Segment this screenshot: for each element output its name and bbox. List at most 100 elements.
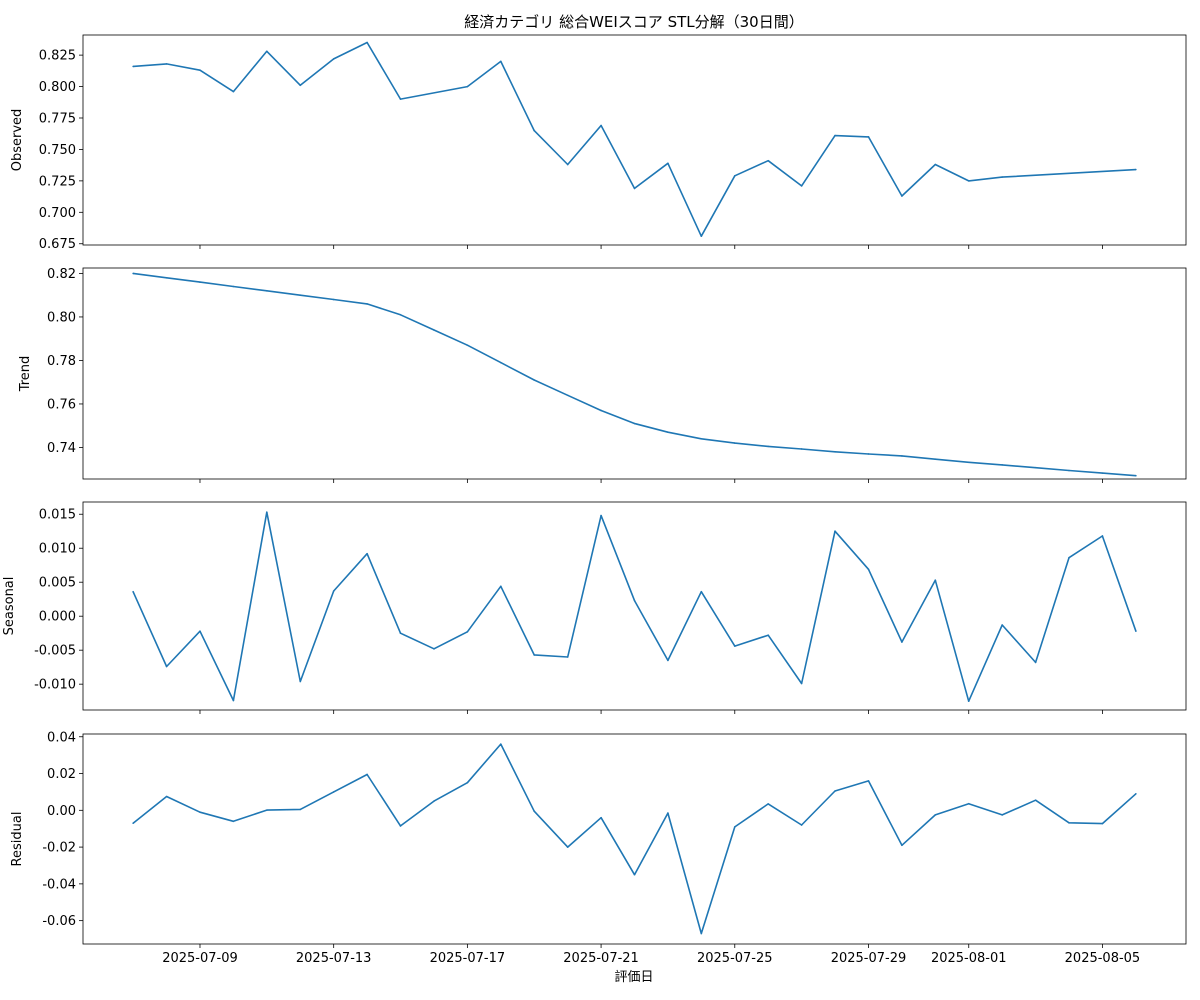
y-tick-label: 0.000: [39, 610, 76, 625]
series-line-observed: [133, 41, 1136, 237]
data-point: [366, 552, 368, 555]
data-point: [633, 422, 636, 425]
data-point: [266, 290, 268, 292]
data-point: [433, 800, 435, 802]
x-tick-label: 2025-07-29: [831, 951, 907, 966]
data-point: [399, 98, 402, 100]
data-point: [366, 773, 368, 776]
y-tick-label: -0.010: [34, 678, 76, 693]
data-point: [566, 394, 569, 397]
plot-frame: [82, 733, 1187, 945]
data-point: [1068, 822, 1070, 824]
y-tick-label: 0.04: [47, 730, 76, 745]
data-point: [266, 511, 268, 513]
data-point: [299, 808, 302, 811]
data-point: [967, 802, 970, 805]
y-tick-label: -0.005: [34, 644, 76, 659]
y-tick-label: 0.015: [39, 508, 76, 523]
y-axis-label: Trend: [18, 356, 33, 393]
data-point: [332, 590, 335, 592]
y-tick-label: 0.82: [47, 267, 76, 282]
x-tick-label: 2025-08-01: [931, 951, 1007, 966]
data-point: [800, 448, 803, 450]
data-point: [1135, 168, 1137, 171]
data-point: [901, 844, 903, 847]
y-tick-label: 0.750: [39, 143, 76, 158]
data-point: [1135, 792, 1137, 795]
data-point: [1068, 469, 1070, 472]
data-point: [466, 85, 469, 88]
data-point: [132, 822, 134, 824]
data-point: [566, 656, 569, 658]
data-point: [600, 409, 602, 412]
data-point: [1001, 464, 1003, 466]
data-point: [299, 294, 302, 296]
y-tick-label: 0.010: [39, 542, 76, 557]
data-point: [433, 329, 435, 331]
data-point: [1001, 624, 1003, 626]
data-point: [867, 136, 870, 138]
data-point: [466, 344, 469, 347]
data-point: [533, 654, 536, 656]
data-point: [767, 159, 769, 162]
data-point: [867, 780, 870, 782]
panel-observed: 0.675 0.700 0.725 0.750 0.775 0.800 0.825 Obser…: [10, 34, 1187, 252]
data-point: [566, 163, 569, 166]
data-point: [967, 700, 970, 702]
data-point: [667, 431, 669, 434]
data-point: [1001, 176, 1003, 178]
data-point: [667, 162, 669, 165]
data-point: [1135, 474, 1137, 477]
data-point: [132, 272, 134, 275]
data-point: [232, 820, 235, 823]
data-point: [800, 824, 803, 826]
data-point: [232, 90, 235, 93]
data-point: [332, 298, 335, 301]
x-tick-label: 2025-07-21: [563, 951, 639, 966]
data-point: [834, 134, 836, 137]
y-axis-label: Residual: [10, 812, 25, 867]
data-point: [700, 235, 703, 237]
y-tick-label: -0.06: [42, 914, 76, 929]
data-point: [700, 590, 703, 593]
data-point: [399, 313, 402, 316]
data-point: [667, 812, 669, 814]
data-point: [232, 285, 235, 288]
panel-residual: -0.06 -0.04 -0.02 0.00 0.02 0.04 2025-07-09 202…: [10, 730, 1187, 966]
data-point: [266, 809, 268, 811]
y-tick-label: 0.00: [47, 804, 76, 819]
data-point: [834, 790, 836, 792]
x-axis-label: 評価日: [614, 970, 653, 985]
x-tick-label: 2025-07-13: [296, 951, 372, 966]
data-point: [433, 648, 435, 650]
data-point: [1068, 556, 1070, 559]
y-tick-label: 0.005: [39, 576, 76, 591]
data-point: [566, 846, 569, 848]
x-tick-label: 2025-08-05: [1065, 951, 1141, 966]
data-point: [366, 41, 368, 44]
y-tick-label: -0.04: [42, 877, 76, 892]
y-tick-label: 0.675: [39, 237, 76, 252]
data-point: [500, 585, 502, 588]
plot-frame: [82, 34, 1187, 246]
data-point: [199, 69, 201, 72]
y-tick-label: 0.76: [47, 397, 76, 412]
data-point: [867, 568, 870, 571]
data-point: [199, 630, 201, 632]
data-point: [834, 530, 836, 533]
data-point: [767, 634, 769, 637]
data-point: [232, 699, 235, 702]
y-tick-label: 0.725: [39, 174, 76, 189]
data-point: [633, 599, 636, 602]
data-point: [299, 84, 302, 87]
data-point: [633, 873, 636, 876]
data-point: [733, 645, 736, 647]
data-point: [332, 58, 335, 60]
data-point: [366, 303, 368, 305]
y-tick-label: 0.700: [39, 206, 76, 221]
data-point: [667, 659, 669, 662]
data-point: [199, 811, 201, 813]
data-point: [834, 451, 836, 453]
data-point: [500, 361, 502, 364]
